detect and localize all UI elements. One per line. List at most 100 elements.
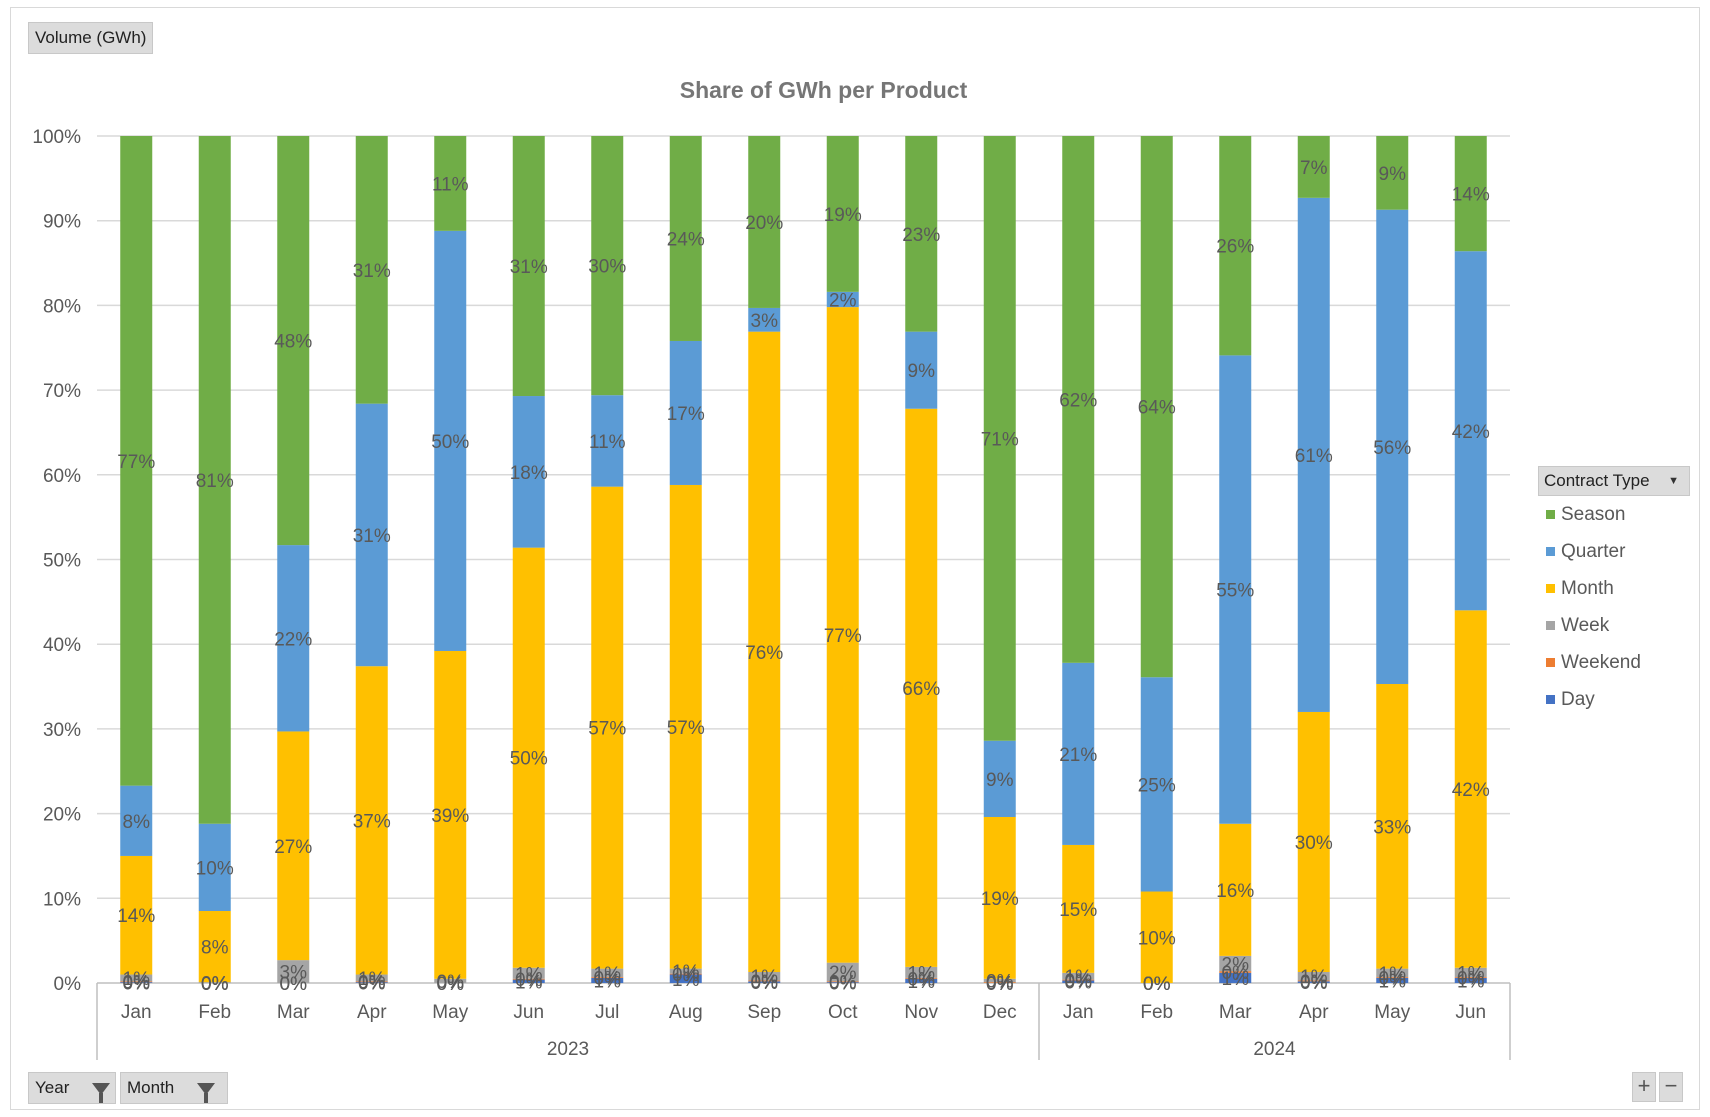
data-label-day: 0%: [437, 974, 465, 995]
data-label-month: 57%: [667, 718, 705, 739]
x-tick-label: Mar: [277, 1002, 310, 1023]
legend-item-week: Week: [1538, 607, 1690, 644]
data-label-day: 0%: [280, 974, 308, 995]
bar-segment-weekend: [905, 977, 938, 979]
data-label-weekend: 0%: [515, 970, 543, 991]
bar-segment-season: [1219, 136, 1252, 356]
month-filter-label: Month: [127, 1078, 175, 1097]
legend-swatch: [1546, 547, 1555, 556]
expand-button[interactable]: +: [1632, 1072, 1656, 1102]
data-label-week: 1%: [908, 963, 936, 984]
data-label-week: 1%: [594, 964, 622, 985]
data-label-day: 0%: [1065, 973, 1093, 994]
data-label-season: 14%: [1452, 185, 1490, 206]
x-tick-label: Oct: [828, 1002, 858, 1023]
bar-segment-month: [120, 855, 153, 975]
data-label-day: 1%: [1457, 971, 1485, 992]
legend-label: Day: [1561, 688, 1595, 710]
data-label-season: 77%: [117, 452, 155, 473]
data-label-month: 33%: [1373, 817, 1411, 838]
data-label-day: 0%: [358, 974, 386, 995]
legend: Contract Type ▼ Season Quarter Month Week We…: [1538, 466, 1690, 718]
x-tick-label: Jul: [595, 1002, 619, 1023]
data-label-day: 0%: [986, 974, 1014, 995]
data-label-week: 1%: [1379, 964, 1407, 985]
data-label-month: 57%: [588, 719, 626, 740]
bar-segment-week: [434, 978, 467, 983]
bar-segment-month: [512, 547, 545, 968]
y-tick-label: 20%: [43, 805, 81, 826]
data-label-month: 15%: [1059, 900, 1097, 921]
x-tick-label: Mar: [1219, 1002, 1252, 1023]
bar-segment-weekend: [669, 973, 702, 975]
bar-segment-week: [120, 974, 153, 982]
bar-segment-week: [983, 978, 1016, 983]
bar-segment-season: [355, 136, 388, 404]
bar-segment-week: [826, 962, 859, 982]
bar-segment-quarter: [1297, 197, 1330, 712]
bar-segment-day: [1454, 977, 1487, 983]
data-label-weekend: 0%: [672, 965, 700, 986]
bar-segment-season: [1062, 136, 1095, 663]
bar-segment-month: [1454, 610, 1487, 968]
volume-field-button[interactable]: Volume (GWh): [28, 22, 154, 54]
year-filter-label: Year: [35, 1078, 70, 1097]
data-label-day: 1%: [908, 972, 936, 993]
bar-segment-weekend: [1062, 979, 1095, 981]
collapse-button[interactable]: −: [1659, 1072, 1683, 1102]
bar-segment-day: [120, 982, 153, 983]
data-label-weekend: 0%: [1300, 972, 1328, 993]
bar-segment-month: [434, 650, 467, 979]
bar-segment-week: [1376, 968, 1409, 978]
data-label-season: 9%: [1379, 164, 1407, 185]
bar-segment-quarter: [591, 395, 624, 487]
bar-segment-month: [748, 331, 781, 972]
x-tick-label: Jun: [1455, 1002, 1486, 1023]
y-tick-label: 80%: [43, 296, 81, 317]
legend-filter-button[interactable]: Contract Type ▼: [1538, 466, 1690, 496]
data-label-week: 1%: [123, 969, 151, 990]
month-filter-button[interactable]: Month: [120, 1072, 228, 1104]
x-tick-label: Jan: [121, 1002, 152, 1023]
data-label-quarter: 17%: [667, 404, 705, 425]
bar-segment-weekend: [120, 981, 153, 983]
group-label: 2023: [547, 1039, 589, 1060]
bar-segment-quarter: [355, 403, 388, 667]
minus-icon: −: [1664, 1073, 1678, 1098]
bar-segment-week: [669, 968, 702, 974]
x-tick-label: Nov: [904, 1002, 938, 1023]
data-label-month: 42%: [1452, 780, 1490, 801]
bar-segment-week: [1219, 955, 1252, 972]
legend-item-day: Day: [1538, 681, 1690, 718]
bar-segment-month: [905, 408, 938, 967]
x-tick-label: May: [1374, 1002, 1410, 1023]
bar-segment-quarter: [1376, 209, 1409, 685]
bar-segment-weekend: [355, 981, 388, 983]
data-label-season: 20%: [745, 213, 783, 234]
bar-segment-weekend: [1219, 971, 1252, 973]
data-label-week: 1%: [1065, 967, 1093, 988]
bar-segment-quarter: [748, 307, 781, 332]
data-label-weekend: 0%: [986, 974, 1014, 995]
bar-segment-season: [120, 136, 153, 786]
bar-segment-quarter: [198, 823, 231, 912]
bar-segment-weekend: [512, 978, 545, 980]
data-label-month: 76%: [745, 643, 783, 664]
data-label-month: 19%: [981, 889, 1019, 910]
filter-funnel-icon: [92, 1082, 111, 1103]
group-label: 2024: [1253, 1039, 1296, 1060]
x-tick-label: Jan: [1063, 1002, 1094, 1023]
data-label-month: 39%: [431, 806, 469, 827]
data-label-season: 81%: [196, 471, 234, 492]
bar-segment-day: [905, 978, 938, 983]
data-label-week: 0%: [986, 971, 1014, 992]
bar-segment-day: [1062, 980, 1095, 983]
data-label-day: 1%: [515, 972, 543, 993]
year-filter-button[interactable]: Year: [28, 1072, 116, 1104]
data-label-quarter: 9%: [986, 770, 1014, 791]
chart-title: Share of GWh per Product: [680, 77, 968, 103]
bar-segment-day: [355, 982, 388, 983]
bar-segment-week: [1454, 967, 1487, 978]
x-tick-label: Feb: [1140, 1002, 1173, 1023]
data-label-weekend: 0%: [1143, 974, 1171, 995]
